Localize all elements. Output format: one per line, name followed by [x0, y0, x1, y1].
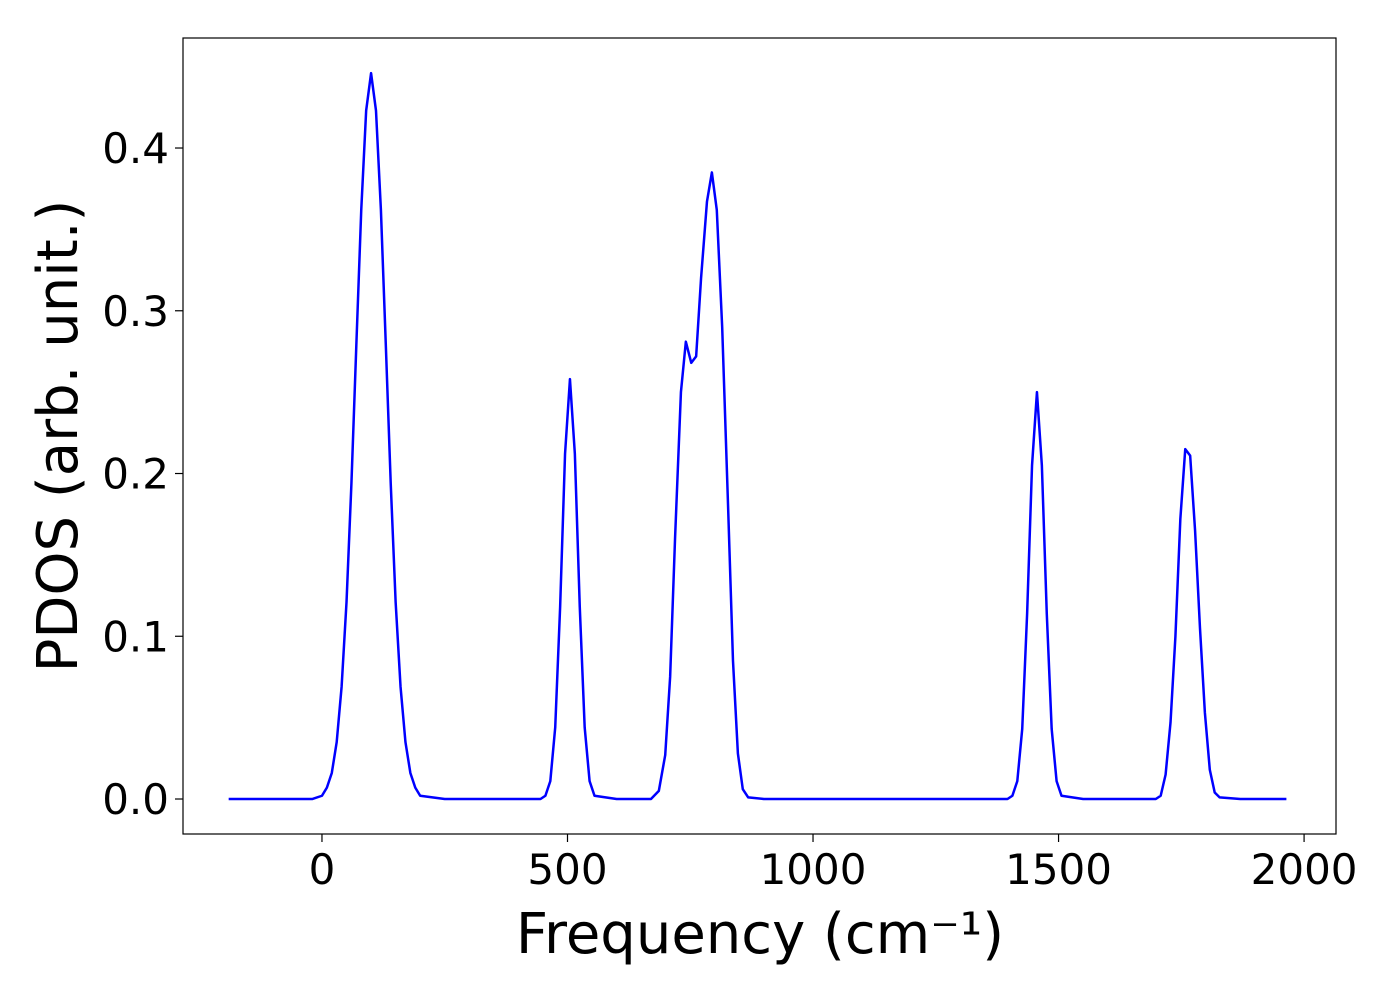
x-tick-label: 1000: [760, 845, 867, 894]
x-tick-label: 1500: [1005, 845, 1112, 894]
y-tick-label: 0.3: [102, 287, 169, 336]
x-axis-label: Frequency (cm⁻¹): [516, 902, 1004, 967]
y-tick-label: 0.0: [102, 775, 169, 824]
data-line: [228, 71, 1287, 801]
plot-frame: [182, 37, 1337, 835]
y-axis-label: PDOS (arb. unit.): [26, 200, 91, 673]
x-tick-label: 2000: [1251, 845, 1358, 894]
y-tick-label: 0.1: [102, 612, 169, 661]
x-tick-label: 500: [527, 845, 607, 894]
y-tick-label: 0.2: [102, 450, 169, 499]
y-tick-label: 0.4: [102, 124, 169, 173]
x-tick-label: 0: [309, 845, 336, 894]
